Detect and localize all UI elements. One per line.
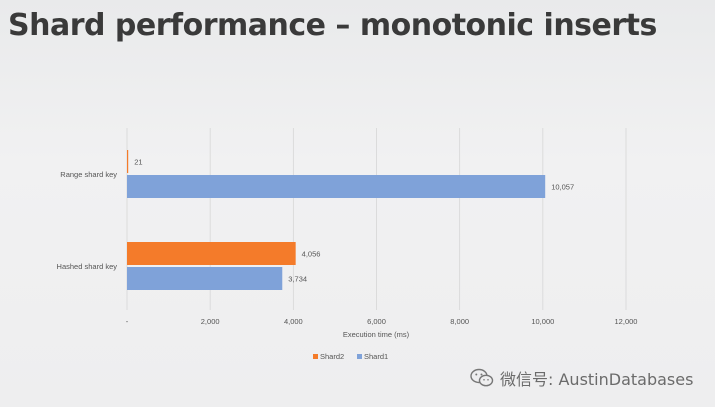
bars [127,150,546,290]
legend-item-shard2: Shard2 [313,352,344,361]
data-labels: 21 10,057 4,056 3,734 [134,158,574,284]
legend-swatch [313,354,318,359]
category-label: Hashed shard key [57,262,118,271]
data-label: 10,057 [551,183,574,192]
legend-item-shard1: Shard1 [357,352,388,361]
data-label: 21 [134,158,142,167]
x-tick-label: 2,000 [201,317,220,326]
bar-shard2 [127,242,296,265]
x-axis-ticks: - 2,000 4,000 6,000 8,000 10,000 12,000 [126,317,638,326]
x-tick-label: 10,000 [531,317,554,326]
bar-shard1 [127,267,283,290]
x-tick-label: 6,000 [367,317,386,326]
x-tick-label: - [126,317,129,326]
category-labels: Range shard key Hashed shard key [57,170,118,271]
bar-shard1 [127,175,546,198]
category-label: Range shard key [60,170,117,179]
slide-title: Shard performance – monotonic inserts [8,8,657,43]
x-tick-label: 4,000 [284,317,303,326]
x-tick-label: 8,000 [450,317,469,326]
legend-label: Shard1 [364,352,388,361]
legend-label: Shard2 [320,352,344,361]
bar-shard2 [127,150,129,173]
x-tick-label: 12,000 [615,317,638,326]
data-label: 3,734 [288,275,307,284]
watermark: 微信号: AustinDatabases [470,366,693,390]
wechat-icon [470,368,494,387]
legend: Shard2 Shard1 [313,352,388,361]
x-axis-title: Execution time (ms) [343,330,410,339]
watermark-text: 微信号: AustinDatabases [500,370,694,389]
legend-swatch [357,354,362,359]
data-label: 4,056 [302,250,321,259]
